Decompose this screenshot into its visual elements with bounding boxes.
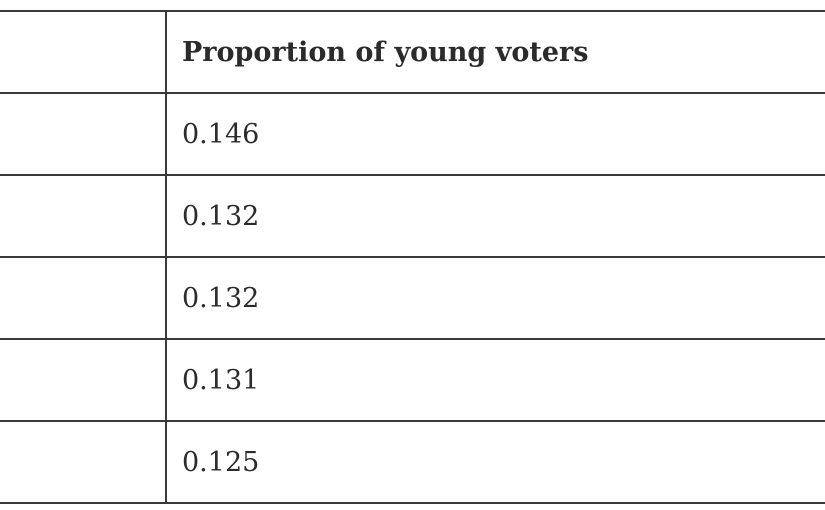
row-label-cell <box>0 92 167 176</box>
table-header-row: Proportion of young voters <box>0 10 825 94</box>
row-label-cell <box>0 174 167 258</box>
column-header-proportion: Proportion of young voters <box>166 10 825 94</box>
table-row: 0.146 <box>0 92 825 176</box>
table-row: 0.131 <box>0 338 825 422</box>
proportion-cell: 0.146 <box>166 92 825 176</box>
proportion-cell: 0.131 <box>166 338 825 422</box>
table-row: 0.132 <box>0 256 825 340</box>
proportion-cell: 0.132 <box>166 174 825 258</box>
data-table: Proportion of young voters 0.146 0.132 0… <box>0 10 825 504</box>
data-table-container: Proportion of young voters 0.146 0.132 0… <box>0 10 825 504</box>
row-label-cell <box>0 256 167 340</box>
table-row: 0.125 <box>0 420 825 504</box>
table-row: 0.132 <box>0 174 825 258</box>
row-label-cell <box>0 420 167 504</box>
row-label-cell <box>0 338 167 422</box>
proportion-cell: 0.125 <box>166 420 825 504</box>
proportion-cell: 0.132 <box>166 256 825 340</box>
column-header-label <box>0 10 167 94</box>
